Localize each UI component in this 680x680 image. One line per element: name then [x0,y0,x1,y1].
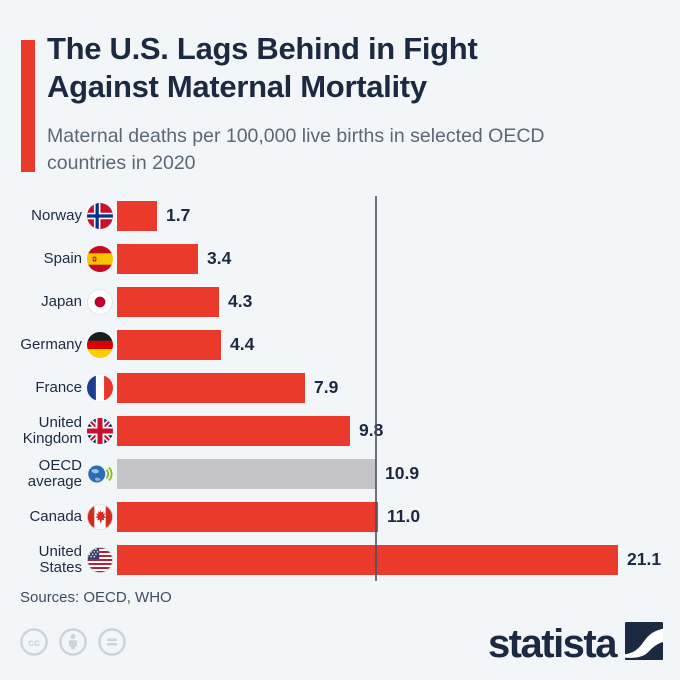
bar-row-japan: Japan 4.3 [0,280,680,323]
title-accent-bar [21,40,35,172]
value-label: 1.7 [166,205,191,225]
bar [117,458,376,489]
sources-note: Sources: OECD, WHO [20,589,172,606]
bar [117,544,618,575]
country-label: United States [38,542,82,576]
country-label: Norway [31,206,82,224]
country-label: France [35,378,82,396]
spain-flag-icon [87,245,113,272]
country-label: Germany [20,335,82,353]
us-flag-icon [87,546,113,573]
chart-subtitle: Maternal deaths per 100,000 live births … [47,125,545,174]
value-label: 4.3 [228,291,253,311]
bar-row-norway: Norway 1.7 [0,194,680,237]
license-icons: cc [19,627,127,662]
japan-flag-icon [87,288,113,315]
bar [117,329,221,360]
bar-row-spain: Spain 3.4 [0,237,680,280]
oecd-average-reference-line [375,196,377,581]
chart-title: The U.S. Lags Behind in Fight Against Mat… [47,30,478,106]
bar-row-germany: Germany 4.4 [0,323,680,366]
bar [117,372,305,403]
canada-flag-icon [87,503,113,530]
value-label: 11.0 [387,506,421,526]
country-label: Canada [29,507,82,525]
cc-license-icon: cc [19,627,49,662]
germany-flag-icon [87,331,113,358]
bar [117,200,157,231]
bar-row-france: France 7.9 [0,366,680,409]
statista-logo-icon [625,622,663,665]
country-label: United Kingdom [22,413,82,447]
svg-text:cc: cc [28,637,40,649]
title-line-1: The U.S. Lags Behind in Fight [47,31,478,66]
bar [117,415,350,446]
bar-row-united-kingdom: United Kingdom 9.8 [0,409,680,452]
cc-no-derivatives-icon [97,627,127,662]
bar [117,243,198,274]
value-label: 21.1 [627,549,662,569]
value-label: 9.8 [359,420,384,440]
statista-logo: statista [488,622,663,665]
value-label: 4.4 [230,334,255,354]
oecd-logo-icon [87,461,113,487]
value-label: 10.9 [385,463,420,483]
bar-row-oecd-average: OECD average 10.9 [0,452,680,495]
statista-wordmark: statista [487,622,618,666]
bar [117,501,378,532]
value-label: 7.9 [314,377,339,397]
cc-attribution-icon [58,627,88,662]
title-line-2: Against Maternal Mortality [47,69,427,104]
bar [117,286,219,317]
bar-row-canada: Canada 11.0 [0,495,680,538]
uk-flag-icon [87,417,113,444]
country-label: Japan [41,292,82,310]
country-label: Spain [43,249,82,267]
value-label: 3.4 [207,248,232,268]
france-flag-icon [87,374,113,401]
norway-flag-icon [87,202,113,229]
bar-chart: Norway 1.7 Spain 3.4 [0,194,680,582]
bar-row-united-states: United States 21.1 [0,538,680,581]
country-label: OECD average [27,456,82,490]
